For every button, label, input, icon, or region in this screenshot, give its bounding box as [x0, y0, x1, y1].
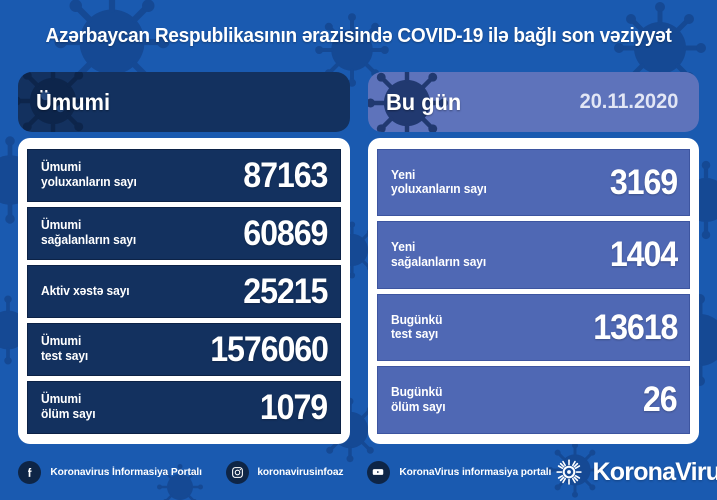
- page-header: Azərbaycan Respublikasının ərazisində CO…: [0, 0, 717, 72]
- total-column-header: Ümumi: [18, 72, 350, 132]
- stat-value: 60869: [243, 213, 328, 253]
- stat-value: 1576060: [209, 329, 329, 369]
- stat-label: Yeni yoluxanların sayı: [390, 167, 487, 197]
- stat-label: Aktiv xəstə sayı: [41, 283, 130, 298]
- stat-value: 1079: [260, 387, 328, 427]
- stat-label: Ümumi ölüm sayı: [41, 392, 96, 421]
- stat-label: Bugünkü ölüm sayı: [390, 385, 446, 414]
- social-links: Koronavirus İnformasiya Portalı koronavi…: [18, 460, 554, 484]
- stat-value: 3169: [609, 162, 678, 202]
- page-footer: Koronavirus İnformasiya Portalı koronavi…: [0, 444, 717, 500]
- social-label: Koronavirus İnformasiya Portalı: [50, 466, 202, 478]
- stat-label: Bugünkü test sayı: [390, 312, 442, 342]
- social-link-facebook[interactable]: Koronavirus İnformasiya Portalı: [18, 460, 204, 484]
- stat-value: 13618: [592, 307, 678, 347]
- social-link-youtube[interactable]: KoronaVirus informasiya portalı: [366, 460, 554, 484]
- virus-icon: [18, 72, 96, 132]
- page-title: Azərbaycan Respublikasının ərazisində CO…: [45, 24, 672, 47]
- report-date: 20.11.2020: [579, 90, 679, 113]
- statistics-columns: Ümumi Ümumi yoluxanların sayı 87163 Ümum…: [0, 72, 717, 444]
- today-column-header: Bu gün 20.11.2020: [367, 72, 699, 132]
- social-link-instagram[interactable]: koronavirusinfoaz: [226, 460, 345, 484]
- today-column-title: Bu gün: [385, 88, 461, 115]
- stat-row: Ümumi sağalanların sayı 60869: [27, 206, 341, 260]
- stat-label: Ümumi sağalanların sayı: [41, 218, 137, 247]
- stat-label: Ümumi yoluxanların sayı: [41, 160, 137, 189]
- stat-row: Aktiv xəstə sayı 25215: [27, 264, 341, 318]
- stat-value: 1404: [609, 235, 678, 275]
- stat-label: Yeni sağalanların sayı: [390, 240, 486, 269]
- stat-row: Ümumi test sayı 1576060: [27, 322, 341, 376]
- instagram-icon: [226, 460, 250, 484]
- stat-row: Ümumi ölüm sayı 1079: [27, 380, 341, 434]
- today-rows-container: Yeni yoluxanların sayı 3169 Yeni sağalan…: [367, 138, 699, 444]
- social-label: KoronaVirus informasiya portalı: [399, 466, 552, 478]
- facebook-icon: [18, 460, 41, 484]
- brand-name-label: KoronaVirus: [592, 457, 717, 486]
- stat-row: Yeni yoluxanların sayı 3169: [376, 148, 690, 216]
- stat-row: Yeni sağalanların sayı 1404: [376, 221, 690, 289]
- total-column-title: Ümumi: [36, 88, 111, 115]
- total-statistics-column: Ümumi Ümumi yoluxanların sayı 87163 Ümum…: [18, 72, 350, 444]
- total-rows-container: Ümumi yoluxanların sayı 87163 Ümumi sağa…: [18, 138, 350, 444]
- stat-value: 25215: [243, 271, 328, 311]
- stat-label: Ümumi test sayı: [41, 334, 89, 363]
- social-label: koronavirusinfoaz: [257, 466, 344, 478]
- stat-value: 87163: [243, 155, 328, 195]
- stat-row: Bugünkü ölüm sayı 26: [376, 366, 690, 434]
- stat-row: Ümumi yoluxanların sayı 87163: [27, 148, 341, 202]
- stat-value: 26: [643, 380, 678, 420]
- stat-row: Bugünkü test sayı 13618: [376, 293, 690, 361]
- youtube-icon: [366, 460, 390, 484]
- virus-sun-icon: [555, 459, 582, 485]
- today-statistics-column: Bu gün 20.11.2020 Yeni yoluxanların sayı…: [367, 72, 699, 444]
